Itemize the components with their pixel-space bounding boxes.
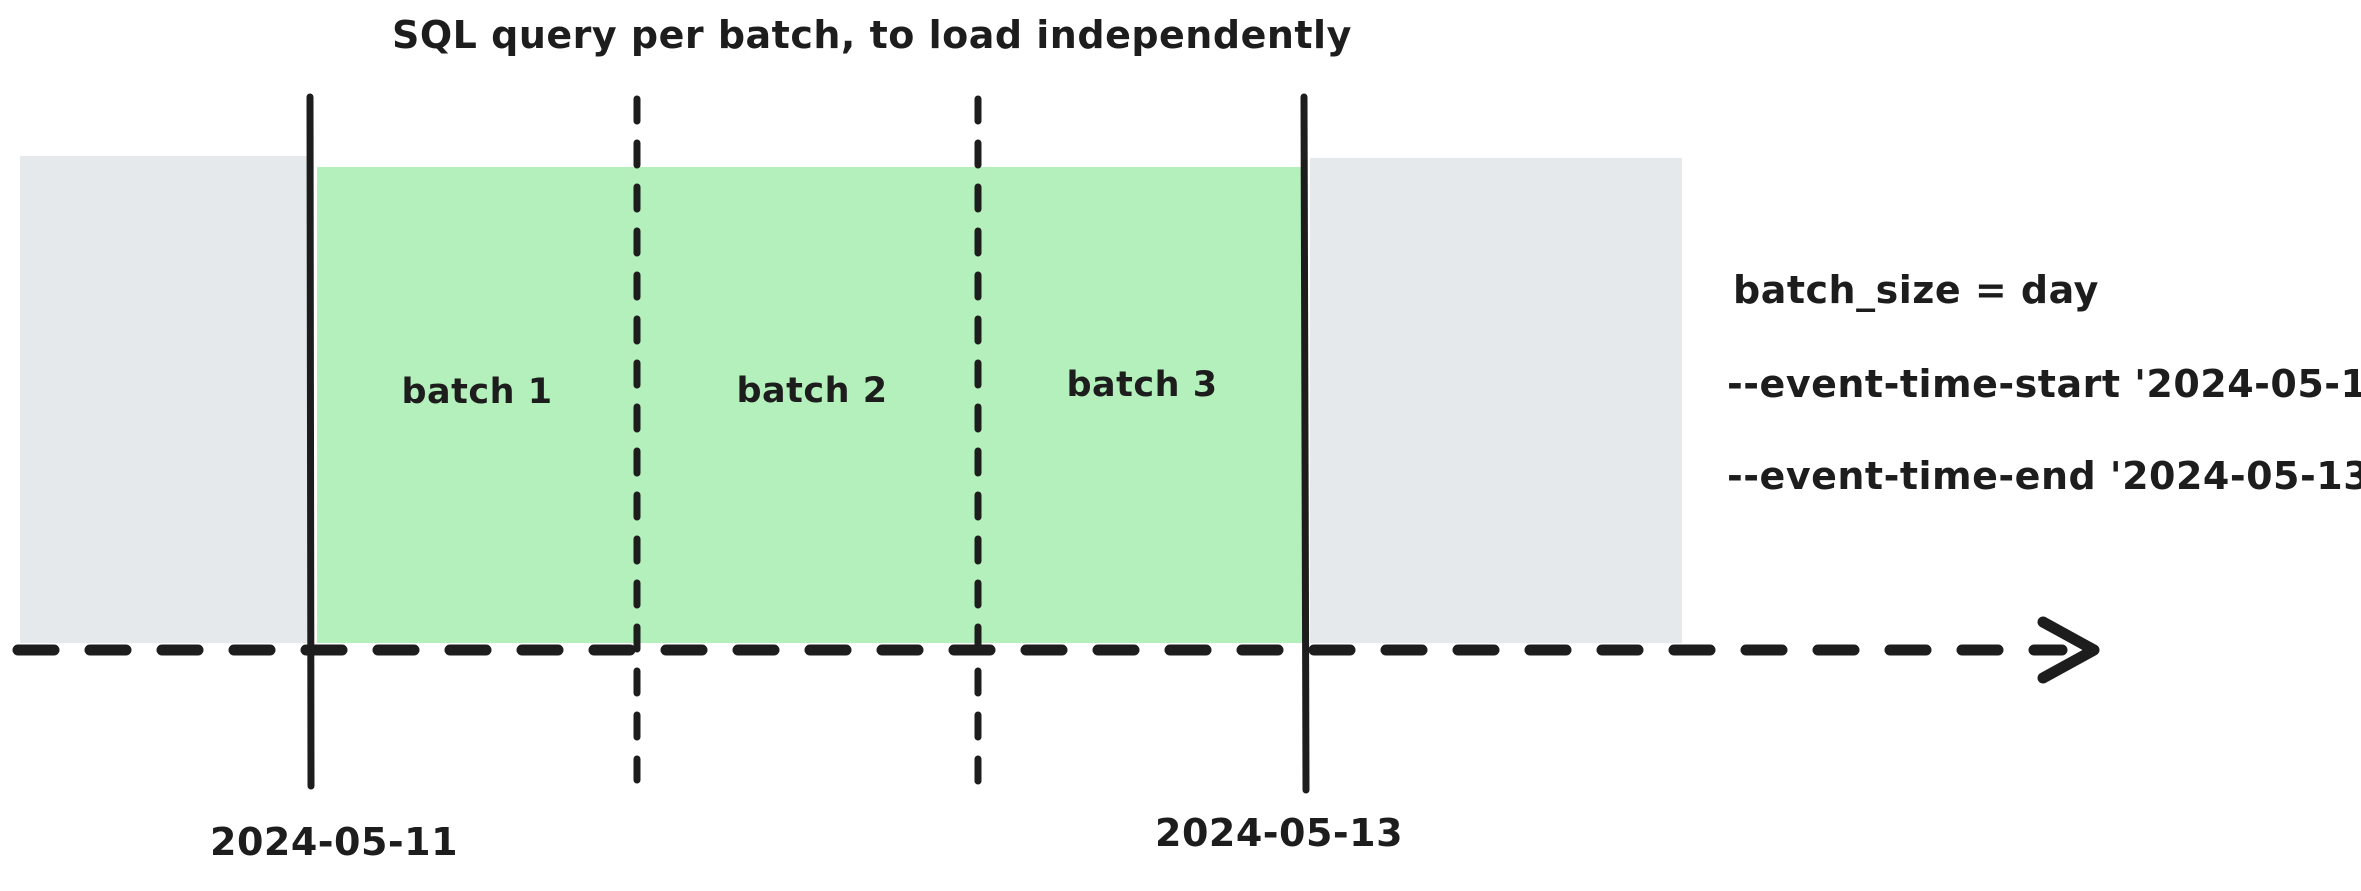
batch-label-1: batch 1 [401, 372, 552, 412]
annotation-event-time-end: --event-time-end '2024-05-13' [1727, 454, 2361, 498]
annotation-event-time-start: --event-time-start '2024-05-11' [1727, 362, 2361, 406]
batch-label-2: batch 2 [736, 371, 887, 411]
out-of-range-band-left [20, 156, 312, 643]
range-start-boundary-line [306, 93, 315, 790]
annotation-batch-size: batch_size = day [1733, 268, 2099, 312]
axis-end-date-label: 2024-05-13 [1155, 811, 1403, 855]
range-end-boundary-line [1300, 93, 1310, 794]
selected-range-band [317, 167, 1305, 643]
time-axis-arrow-icon [2037, 616, 2100, 684]
diagram-title: SQL query per batch, to load independent… [392, 13, 1352, 57]
axis-start-date-label: 2024-05-11 [210, 820, 458, 864]
out-of-range-band-right [1310, 158, 1682, 643]
batch-label-3: batch 3 [1066, 365, 1217, 405]
